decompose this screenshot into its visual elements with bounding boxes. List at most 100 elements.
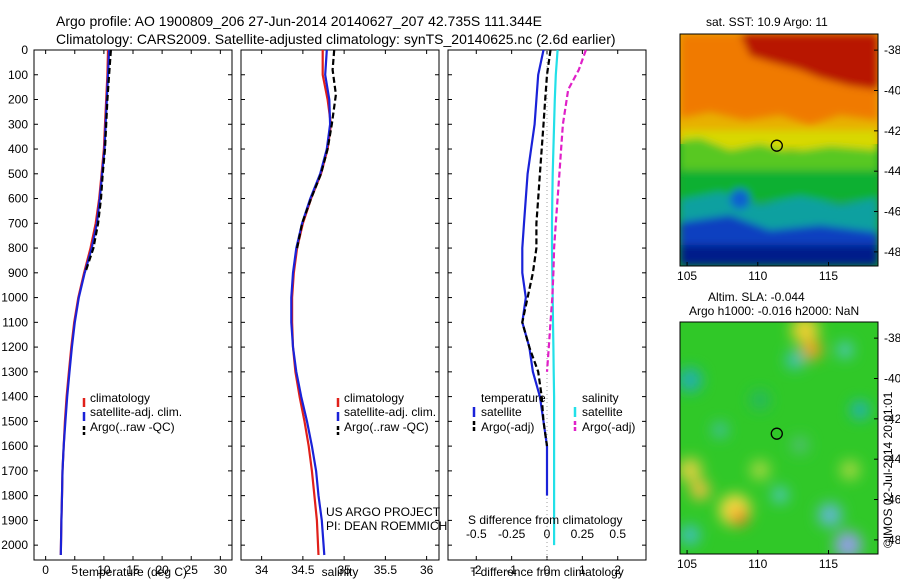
pi-annotation: PI: DEAN ROEMMICH — [326, 519, 447, 533]
sst-map-frame — [679, 33, 879, 267]
depth-tick-label: 100 — [8, 68, 28, 82]
legend-argo: Argo(..raw -QC) — [344, 420, 429, 434]
depth-tick-label: 900 — [8, 266, 28, 280]
sst-map — [680, 34, 878, 266]
x-tick-label: 5 — [71, 563, 78, 577]
sla-map-frame — [679, 321, 879, 555]
x-tick-label: 0 — [42, 563, 49, 577]
depth-tick-label: 400 — [8, 142, 28, 156]
x-tick-label: 0 — [544, 563, 551, 577]
map-y-tick-label: -42 — [884, 412, 900, 426]
legend-satellite: satellite-adj. clim. — [90, 405, 182, 419]
x-tick-label: 1 — [579, 563, 586, 577]
depth-tick-label: 1300 — [1, 365, 28, 379]
x-tick-label: 35.5 — [374, 563, 398, 577]
x-tick-label: 30 — [214, 563, 228, 577]
sla-map-subtitle: Argo h1000: -0.016 h2000: NaN — [689, 304, 859, 318]
map-y-tick-label: -44 — [884, 164, 900, 178]
x-tick-label: 34 — [255, 563, 269, 577]
x-axis-label: salinity — [322, 565, 359, 579]
legend-header-temperature: temperature — [481, 391, 546, 405]
map-y-tick-label: -42 — [884, 124, 900, 138]
x-tick-label: 15 — [126, 563, 140, 577]
series-line-satellite-adj-clim — [290, 49, 332, 556]
depth-axis: 0 100 200 300 400 500 600 700 800 900 1000 1100 1200… — [1, 43, 646, 552]
map-x-tick-label: 110 — [748, 269, 767, 283]
x-tick-label: 2 — [614, 563, 621, 577]
secondary-tick-label: -0.25 — [498, 527, 526, 541]
depth-tick-label: 200 — [8, 93, 28, 107]
depth-tick-label: 1800 — [1, 489, 28, 503]
profile-series — [59, 49, 587, 556]
project-annotation: US ARGO PROJECT — [326, 505, 441, 519]
sst-map-axes: 105 110 115 -38 -40 -42 -44 -46 -48 — [677, 43, 900, 283]
depth-tick-label: 1000 — [1, 291, 28, 305]
map-y-tick-label: -40 — [884, 83, 900, 97]
depth-tick-label: 1200 — [1, 340, 28, 354]
map-y-tick-label: -46 — [884, 493, 900, 507]
series-line-argo-raw-qc — [84, 49, 112, 274]
map-y-tick-label: -46 — [884, 205, 900, 219]
difference-legend: temperature salinity satellite Argo(-adj… — [468, 391, 635, 527]
x-axis-label: temperature (deg C) — [79, 565, 187, 579]
series-line-argo-adj — [545, 49, 587, 372]
map-x-tick-label: 115 — [819, 269, 838, 283]
x-axis-label: T difference from climatology — [470, 565, 624, 579]
map-y-tick-label: -48 — [884, 533, 900, 547]
map-x-tick-label: 105 — [677, 557, 697, 571]
depth-tick-label: 1500 — [1, 414, 28, 428]
x-tick-label: 36 — [420, 563, 434, 577]
argo-location-marker — [770, 427, 783, 440]
argo-location-marker — [770, 139, 783, 152]
temperature-panel — [33, 49, 233, 561]
sst-map-title: sat. SST: 10.9 Argo: 11 — [706, 15, 828, 29]
legend-s-argo: Argo(-adj) — [582, 420, 635, 434]
sla-map-axes: 105 110 115 -38 -40 -42 -44 -46 -48 — [677, 331, 900, 571]
map-x-tick-label: 105 — [677, 269, 697, 283]
series-line-argo-raw-qc — [296, 49, 337, 249]
figure-subtitle: Climatology: CARS2009. Satellite-adjuste… — [56, 31, 616, 47]
legend-t-argo: Argo(-adj) — [481, 420, 534, 434]
map-y-tick-label: -40 — [884, 371, 900, 385]
map-x-tick-label: 115 — [819, 557, 838, 571]
legend-t-satellite: satellite — [481, 405, 522, 419]
x-tick-label: -1 — [506, 563, 517, 577]
depth-tick-label: 1700 — [1, 464, 28, 478]
depth-tick-label: 0 — [21, 43, 28, 57]
x-tick-label: -2 — [471, 563, 482, 577]
x-tick-label: 34.5 — [291, 563, 315, 577]
x-tick-label: 35 — [337, 563, 351, 577]
secondary-tick-label: -0.5 — [466, 527, 487, 541]
series-line-argo-adj — [521, 49, 552, 447]
figure-title: Argo profile: AO 1900809_206 27-Jun-2014… — [56, 13, 542, 29]
depth-tick-label: 1400 — [1, 390, 28, 404]
legend-satellite: satellite-adj. clim. — [344, 405, 436, 419]
x-tick-label: 20 — [155, 563, 169, 577]
depth-tick-label: 700 — [8, 216, 28, 230]
salinity-legend: climatology satellite-adj. clim. Argo(..… — [326, 391, 447, 533]
x-tick-label: 10 — [97, 563, 111, 577]
depth-tick-label: 1600 — [1, 439, 28, 453]
secondary-tick-label: 0.5 — [609, 527, 626, 541]
temperature-legend: climatology satellite-adj. clim. Argo(..… — [82, 391, 182, 435]
depth-tick-label: 500 — [8, 167, 28, 181]
legend-s-satellite: satellite — [582, 405, 623, 419]
legend-climatology: climatology — [90, 391, 150, 405]
legend-argo: Argo(..raw -QC) — [90, 420, 175, 434]
map-y-tick-label: -48 — [884, 245, 900, 259]
depth-tick-label: 1900 — [1, 513, 28, 527]
depth-tick-label: 1100 — [2, 315, 28, 329]
legend-header-salinity: salinity — [582, 391, 619, 405]
sla-map — [680, 322, 878, 554]
depth-tick-label: 800 — [8, 241, 28, 255]
depth-tick-label: 2000 — [1, 538, 28, 552]
map-y-tick-label: -44 — [884, 452, 900, 466]
secondary-axis-label: S difference from climatology — [468, 513, 623, 527]
map-y-tick-label: -38 — [884, 331, 900, 345]
legend-climatology: climatology — [344, 391, 404, 405]
depth-tick-label: 300 — [8, 117, 28, 131]
series-line-satellite — [521, 49, 549, 496]
footer-stamp: ©IMOS 02-Jul-2014 20:01:01 — [881, 391, 895, 548]
